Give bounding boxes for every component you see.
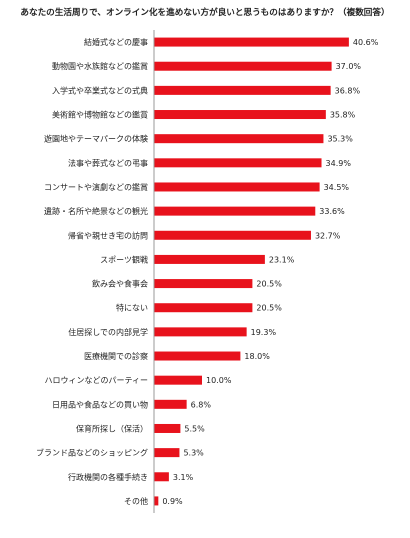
category-label: 帰省や親せき宅の訪問 (68, 230, 148, 240)
bar (154, 375, 202, 385)
category-label: 特にない (116, 303, 148, 313)
chart-title: あなたの生活周りで、オンライン化を進めない方が良いと思うものはありますか？（複数… (20, 8, 390, 18)
category-label: 入学式や卒業式などの式典 (52, 85, 148, 95)
bar (154, 85, 331, 95)
bar (154, 496, 159, 506)
category-label: 行政機関の各種手続き (68, 472, 148, 482)
value-label: 6.8% (191, 400, 212, 409)
value-label: 37.0% (336, 62, 362, 71)
bar (154, 158, 322, 168)
bar (154, 279, 253, 289)
bar (154, 472, 169, 482)
category-label: ハロウィンなどのパーティー (44, 376, 148, 385)
category-label: 遊園地やテーマパークの体験 (44, 134, 148, 144)
bar (154, 230, 311, 240)
value-label: 23.1% (269, 255, 295, 264)
bar (154, 206, 316, 216)
bar (154, 37, 349, 47)
category-label: 遺跡・名所や絶景などの観光 (44, 206, 148, 216)
bar (154, 182, 320, 192)
value-label: 18.0% (244, 352, 270, 361)
category-label: 医療機関での診察 (84, 351, 148, 361)
bar (154, 303, 253, 313)
category-label: 飲み会や食事会 (92, 279, 148, 289)
value-label: 35.3% (327, 135, 353, 144)
value-label: 35.8% (330, 111, 356, 120)
category-label: 美術館や博物館などの鑑賞 (52, 110, 148, 120)
bar (154, 448, 180, 458)
value-label: 0.9% (162, 497, 183, 506)
value-label: 36.8% (335, 86, 361, 95)
bar (154, 134, 324, 144)
category-label: その他 (124, 496, 148, 506)
value-label: 19.3% (251, 328, 277, 337)
value-label: 40.6% (353, 38, 379, 47)
bar (154, 327, 247, 337)
value-label: 5.5% (184, 424, 205, 433)
category-label: 動物園や水族館などの鑑賞 (52, 61, 148, 71)
category-label: 結婚式などの慶事 (84, 37, 148, 47)
category-label: 法事や葬式などの弔事 (68, 158, 148, 168)
category-label: 住居探しでの内部見学 (68, 327, 148, 337)
value-label: 34.9% (326, 159, 352, 168)
bar (154, 110, 326, 120)
bar (154, 423, 181, 433)
bar (154, 351, 241, 361)
value-label: 3.1% (173, 473, 194, 482)
value-label: 5.3% (183, 449, 204, 458)
category-label: ブランド品などのショッピング (36, 448, 148, 458)
bar (154, 254, 265, 264)
category-label: コンサートや演劇などの鑑賞 (44, 182, 148, 192)
bar (154, 61, 332, 71)
bar (154, 399, 187, 409)
value-label: 32.7% (315, 231, 341, 240)
category-label: 保育所探し（保活） (76, 423, 148, 433)
value-label: 10.0% (206, 376, 232, 385)
value-label: 20.5% (256, 280, 282, 289)
category-label: スポーツ観戦 (100, 254, 148, 264)
value-label: 34.5% (324, 183, 350, 192)
value-label: 33.6% (319, 207, 345, 216)
value-label: 20.5% (256, 304, 282, 313)
category-label: 日用品や食品などの買い物 (52, 399, 148, 409)
